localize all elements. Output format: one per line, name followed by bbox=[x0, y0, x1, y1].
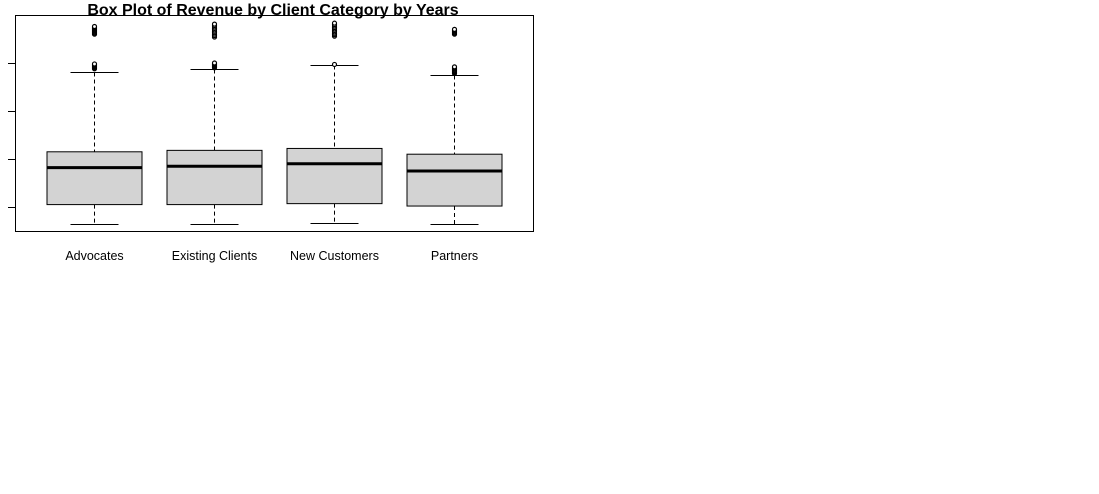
box-group-4 bbox=[406, 26, 503, 225]
x-axis-labels: Advocates Existing Clients New Customers Pa… bbox=[65, 249, 478, 263]
iqr-box bbox=[286, 147, 383, 205]
box-group-2 bbox=[166, 21, 263, 225]
outlier-point bbox=[451, 26, 458, 32]
x-tick-label: New Customers bbox=[290, 249, 379, 263]
box-group-1 bbox=[46, 23, 143, 225]
outlier-point bbox=[211, 60, 218, 66]
outlier-point bbox=[331, 61, 338, 68]
boxes-layer bbox=[46, 20, 503, 225]
plot-frame bbox=[15, 15, 534, 232]
chart-title: Box Plot of Revenue by Client Category b… bbox=[87, 2, 458, 19]
x-tick-label: Existing Clients bbox=[172, 249, 257, 263]
x-tick-label: Advocates bbox=[65, 249, 123, 263]
iqr-box bbox=[406, 153, 503, 207]
iqr-box bbox=[46, 151, 143, 206]
outlier-point bbox=[211, 21, 218, 27]
outlier-point bbox=[331, 20, 338, 26]
outlier-point bbox=[91, 23, 98, 30]
outlier-point bbox=[91, 61, 98, 67]
iqr-box bbox=[166, 149, 263, 206]
y-axis bbox=[8, 63, 15, 208]
outlier-point bbox=[451, 64, 458, 70]
x-tick-label: Partners bbox=[431, 249, 478, 263]
box-group-3 bbox=[286, 20, 383, 224]
